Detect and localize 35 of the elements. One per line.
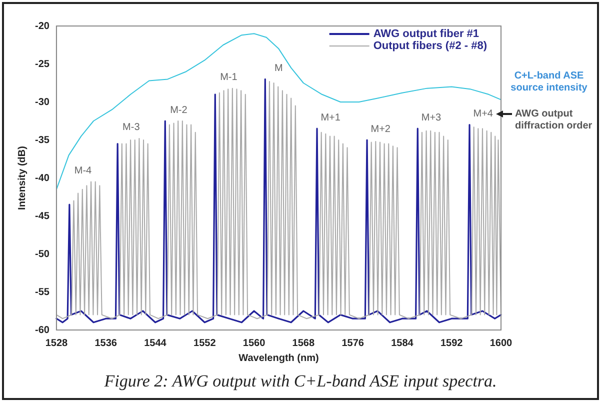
x-tick-label: 1592 — [440, 338, 464, 349]
y-tick-label: -25 — [35, 58, 50, 70]
y-tick-label: -20 — [35, 20, 50, 32]
y-axis-title: Intensity (dB) — [16, 146, 28, 210]
y-tick-label: -45 — [35, 210, 50, 222]
y-tick-label: -30 — [35, 96, 50, 108]
x-tick-label: 1544 — [144, 338, 167, 349]
x-axis-title: Wavelength (nm) — [238, 352, 319, 364]
x-tick-label: 1536 — [94, 338, 118, 349]
legend-label: AWG output fiber #1 — [373, 28, 480, 40]
annotation: M-4 — [74, 166, 92, 177]
annotation: M+1 — [320, 112, 341, 124]
y-tick-label: -60 — [35, 324, 50, 336]
annotation: M-1 — [220, 72, 238, 84]
text: AWG output diffraction order — [514, 108, 592, 132]
y-tick-label: -35 — [35, 134, 50, 146]
annotation: M+4 — [473, 108, 494, 120]
x-tick-label: 1560 — [242, 338, 266, 349]
annotation: M+3 — [421, 112, 442, 124]
x-tick-label: 1584 — [391, 338, 414, 349]
x-tick-label: 1552 — [194, 338, 216, 349]
y-tick-label: -55 — [35, 286, 50, 298]
y-tick-label: -50 — [35, 248, 50, 260]
annotation: M+2 — [370, 124, 391, 135]
x-tick-label: 1576 — [342, 338, 364, 349]
annotation: C+L-band ASE source intensity — [510, 70, 588, 94]
caption: Figure 2: AWG output with C+L-band ASE input spectra. — [103, 371, 497, 390]
annotation: M — [274, 62, 283, 74]
y-tick-label: -40 — [35, 172, 50, 184]
x-tick-label: 1568 — [292, 338, 315, 349]
annotation: M-3 — [122, 122, 140, 134]
annotation: M-2 — [170, 104, 188, 116]
legend-label: Output fibers (#2 - #8) — [373, 40, 488, 52]
x-tick-label: 1528 — [45, 338, 68, 349]
x-tick-label: 1600 — [490, 338, 513, 349]
